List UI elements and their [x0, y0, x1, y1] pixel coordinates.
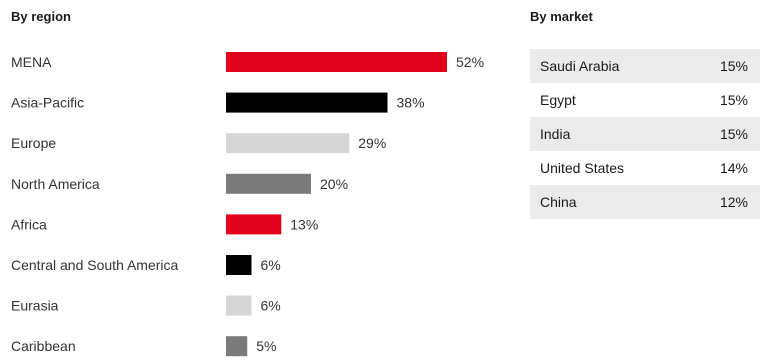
bar	[226, 133, 350, 154]
bar	[226, 173, 311, 194]
market-value: 14%	[719, 160, 748, 176]
bar	[226, 336, 248, 357]
value-label: 13%	[290, 216, 318, 232]
bar	[226, 52, 447, 72]
value-label: 5%	[256, 338, 276, 354]
value-label: 38%	[397, 95, 425, 111]
category-label: North America	[11, 176, 100, 192]
market-row: Saudi Arabia 15%	[530, 49, 760, 83]
market-country: Saudi Arabia	[540, 58, 620, 74]
bar	[226, 295, 252, 316]
category-label: MENA	[11, 54, 52, 70]
market-row: United States 14%	[530, 151, 760, 185]
value-label: 6%	[261, 257, 281, 273]
market-row: China 12%	[530, 185, 760, 219]
region-heading: By region	[11, 9, 71, 24]
region-bar-chart: MENA 52% Asia-Pacific 38% Europe 29% North Ame…	[11, 52, 484, 357]
market-country: Egypt	[540, 92, 576, 108]
market-table: Saudi Arabia 15% Egypt 15% India 15% Uni…	[530, 49, 760, 219]
market-value: 15%	[719, 92, 748, 108]
category-label: Caribbean	[11, 338, 76, 354]
category-label: Europe	[11, 135, 56, 151]
category-label: Asia-Pacific	[11, 95, 84, 111]
market-value: 15%	[719, 126, 748, 142]
market-heading: By market	[530, 9, 593, 24]
market-country: United States	[540, 160, 625, 176]
market-row: India 15%	[530, 117, 760, 151]
category-label: Africa	[11, 216, 47, 232]
market-country: India	[540, 126, 571, 142]
value-label: 6%	[261, 298, 281, 314]
value-label: 20%	[320, 176, 348, 192]
market-value: 15%	[719, 58, 748, 74]
bar	[226, 214, 282, 235]
market-row: Egypt 15%	[530, 83, 760, 117]
market-country: China	[540, 194, 577, 210]
bar	[226, 255, 252, 275]
market-value: 12%	[719, 194, 748, 210]
value-label: 29%	[358, 135, 386, 151]
value-label: 52%	[456, 54, 484, 70]
category-label: Central and South America	[11, 257, 179, 273]
category-label: Eurasia	[11, 298, 59, 314]
bar	[226, 92, 388, 113]
